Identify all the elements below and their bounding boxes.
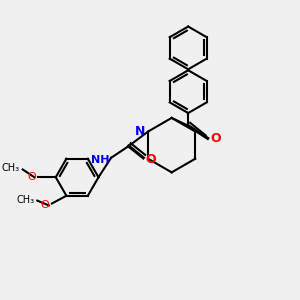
Text: CH₃: CH₃ [16, 195, 34, 205]
Text: O: O [211, 132, 221, 145]
Text: O: O [28, 172, 36, 182]
Text: N: N [135, 125, 145, 138]
Text: O: O [145, 153, 156, 166]
Text: O: O [40, 200, 49, 211]
Text: CH₃: CH₃ [2, 164, 20, 173]
Text: NH: NH [91, 155, 109, 165]
